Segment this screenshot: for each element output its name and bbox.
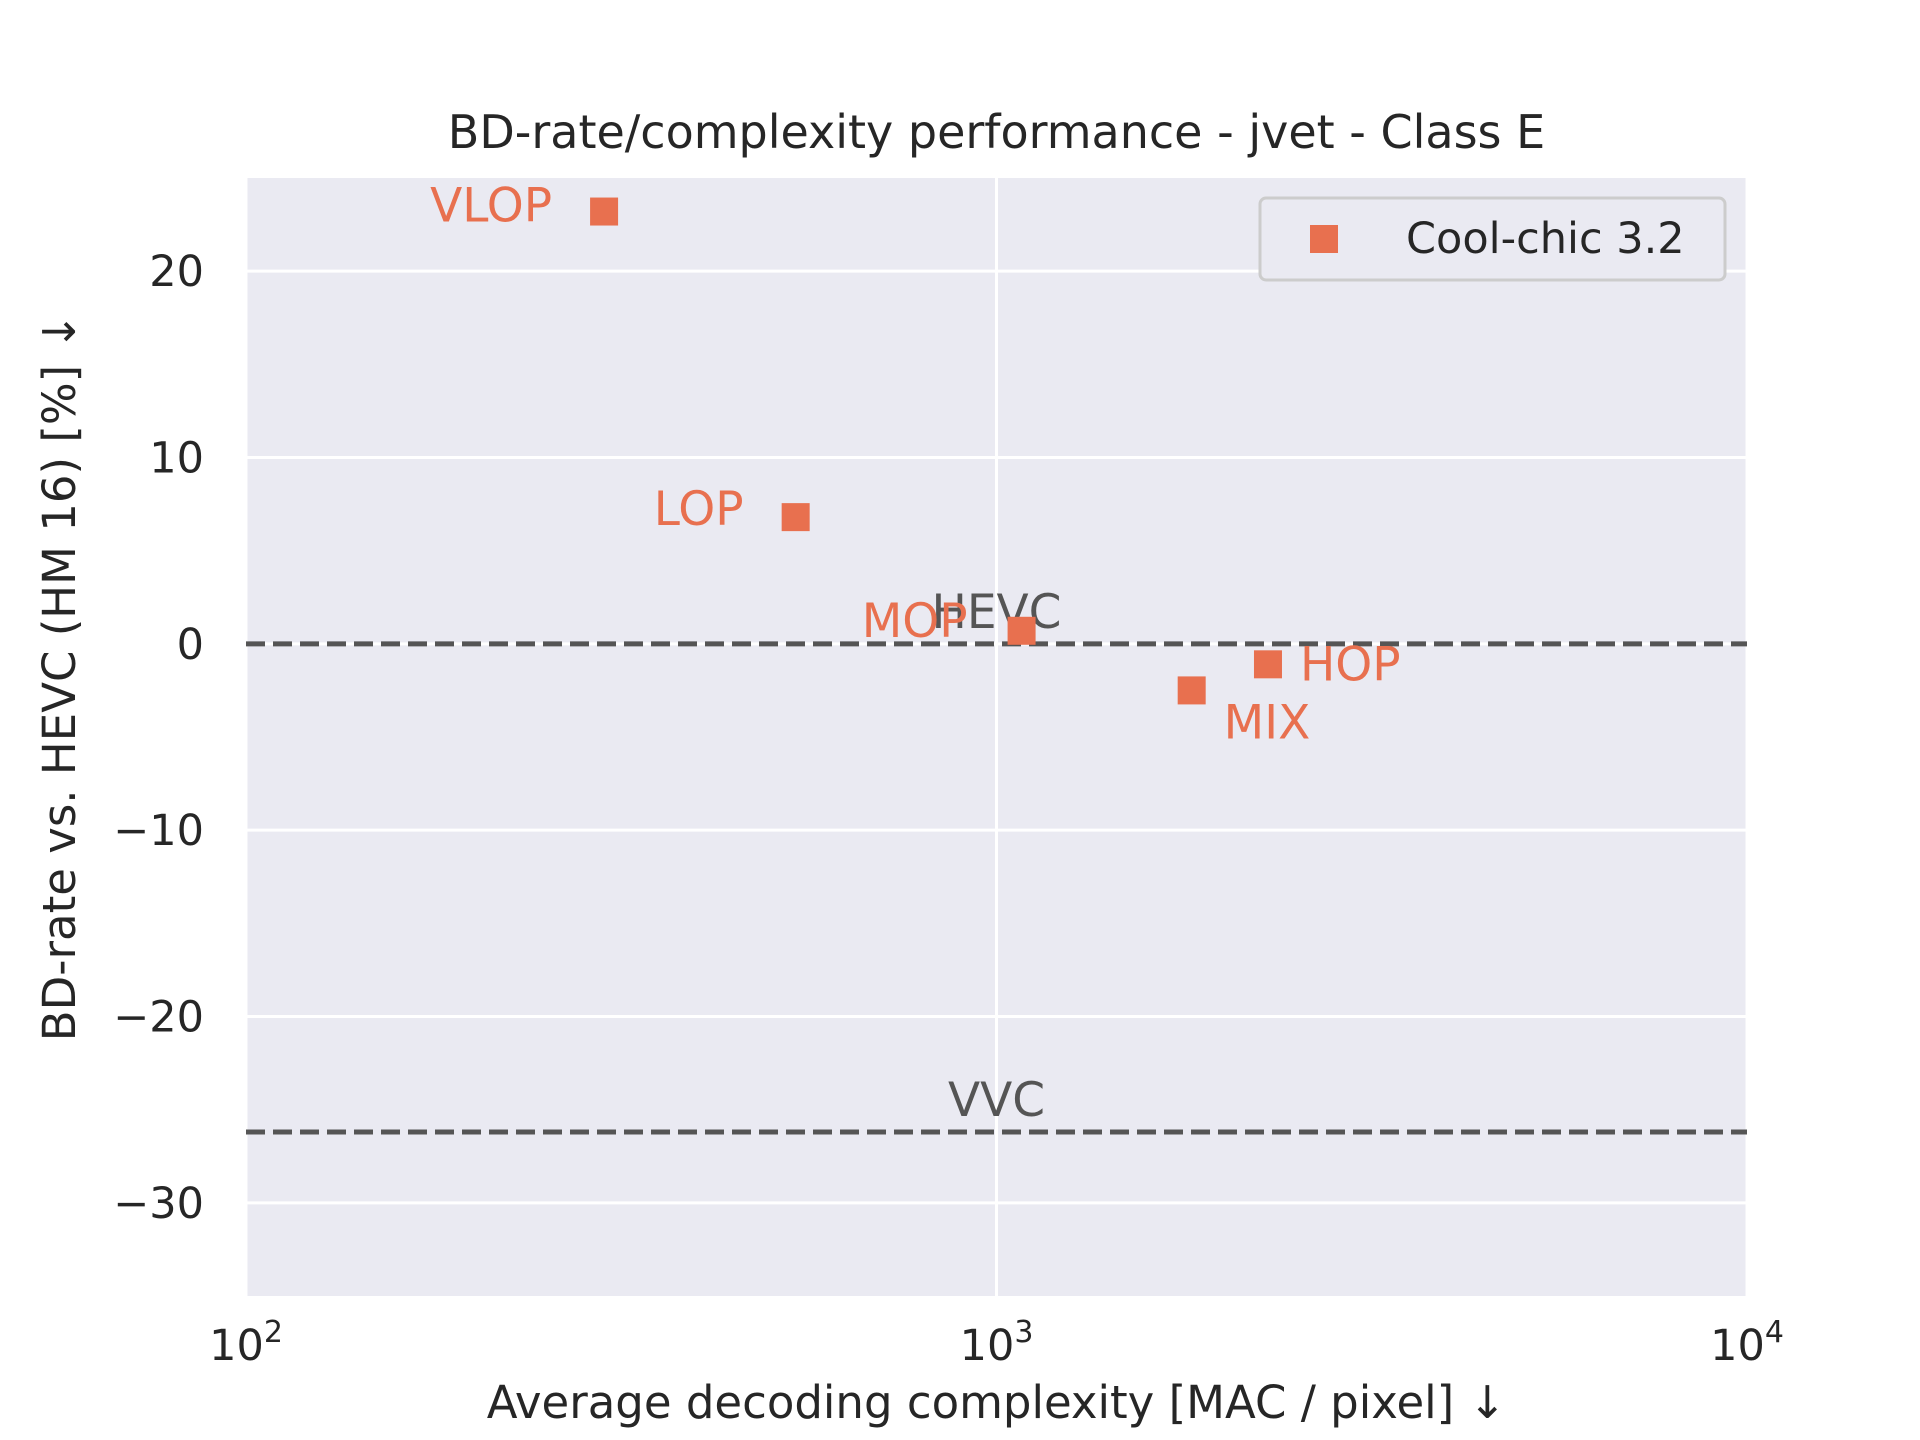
data-point-vlop	[590, 197, 619, 226]
y-tick-label: 0	[177, 620, 204, 670]
legend: Cool-chic 3.2	[1258, 196, 1727, 282]
x-axis-label: Average decoding complexity [MAC / pixel…	[487, 1376, 1507, 1429]
y-tick-label: 20	[149, 247, 204, 297]
legend-box	[1258, 196, 1727, 282]
ticks: 20 10 0 −10 −20 −30 102 103 104	[113, 247, 1784, 1371]
data-point-lop	[781, 503, 810, 532]
x-tick-label: 103	[960, 1315, 1034, 1371]
x-tick-label: 102	[209, 1315, 283, 1371]
point-label-vlop: VLOP	[430, 179, 552, 234]
legend-marker	[1310, 225, 1338, 253]
data-point-mop	[1007, 616, 1036, 645]
chart-title: BD-rate/complexity performance - jvet - …	[448, 105, 1545, 159]
reference-label-hevc: HEVC	[931, 585, 1061, 640]
point-label-hop: HOP	[1300, 637, 1401, 692]
data-point-hop	[1253, 650, 1282, 679]
y-tick-label: −30	[113, 1179, 204, 1229]
point-label-mop: MOP	[862, 594, 968, 649]
y-tick-label: 10	[149, 434, 204, 484]
y-axis-label: BD-rate vs. HEVC (HM 16) [%] ↓	[33, 313, 86, 1041]
legend-entry: Cool-chic 3.2	[1406, 214, 1685, 264]
point-label-lop: LOP	[654, 482, 744, 537]
x-tick-label: 104	[1710, 1315, 1784, 1371]
reference-label-vvc: VVC	[948, 1073, 1045, 1128]
reference-lines: HEVC VVC	[246, 585, 1747, 1135]
y-tick-label: −10	[113, 806, 204, 856]
point-label-mix: MIX	[1224, 695, 1311, 750]
data-point-mix	[1177, 676, 1206, 705]
y-tick-label: −20	[113, 993, 204, 1043]
